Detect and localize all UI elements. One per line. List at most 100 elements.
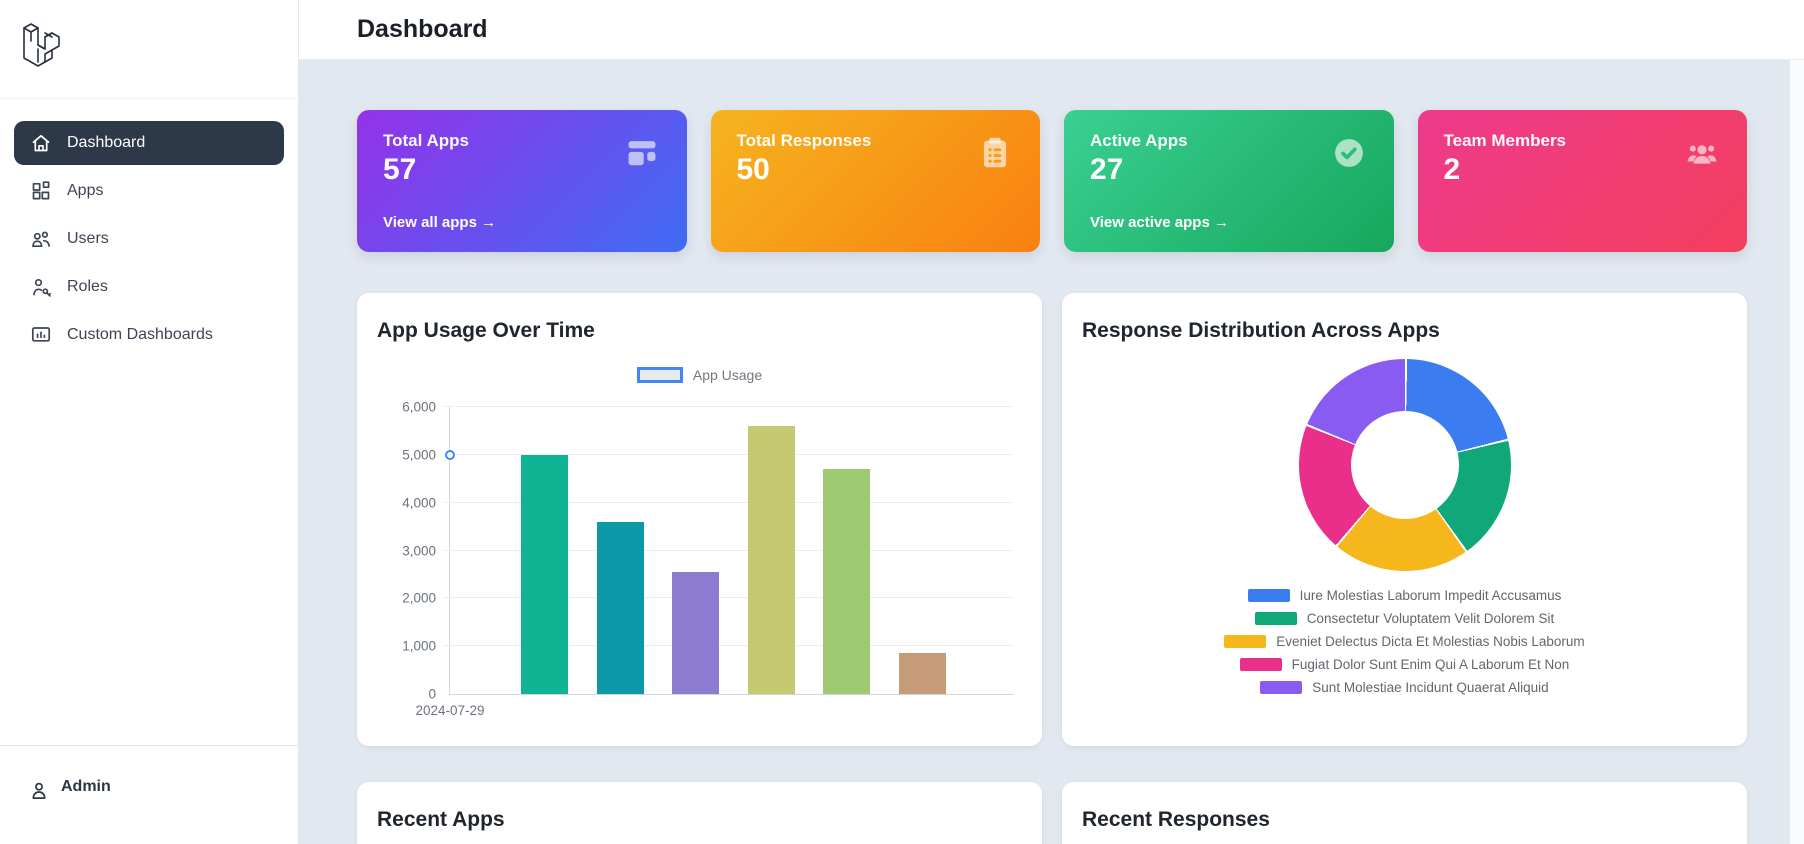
stat-link[interactable]: View active apps → <box>1090 214 1229 231</box>
recent-responses-card: Recent Responses <box>1062 782 1747 844</box>
clipboard-icon <box>976 134 1014 172</box>
stat-value: 57 <box>383 153 417 186</box>
bar-5[interactable] <box>823 469 871 694</box>
charts-row: App Usage Over Time App Usage 0 1,000 2,00… <box>357 293 1747 746</box>
bar-chart-plot: 0 1,000 2,000 3,000 4,000 5,000 6,000 2024-07-2… <box>402 400 1014 718</box>
sidebar-item-label: Users <box>67 230 109 247</box>
legend-swatch <box>1247 589 1290 602</box>
distribution-card: Response Distribution Across Apps Iure M… <box>1062 293 1747 746</box>
team-icon <box>1683 134 1721 172</box>
gridline <box>444 549 1014 551</box>
sidebar-item-users[interactable]: Users <box>14 217 284 261</box>
app-usage-point[interactable] <box>445 449 455 460</box>
bar-3[interactable] <box>672 572 720 694</box>
y-axis-tick: 6,000 <box>402 399 436 415</box>
bar-chart: 0 1,000 2,000 3,000 4,000 5,000 6,000 2024-07-2… <box>377 391 1022 721</box>
stat-title: Total Apps <box>383 131 469 150</box>
donut-legend-item-5[interactable]: Sunt Molestiae Incidunt Quaerat Aliquid <box>1260 680 1549 695</box>
sidebar-item-label: Apps <box>67 182 104 199</box>
sidebar-item-roles[interactable]: Roles <box>14 265 284 309</box>
stat-title: Total Responses <box>736 131 872 150</box>
recent-apps-card: Recent Apps <box>357 782 1042 844</box>
stat-link[interactable]: View all apps → <box>383 214 497 231</box>
apps-grid-icon <box>623 134 661 172</box>
x-axis-tick: 2024-07-29 <box>415 703 485 718</box>
distribution-title: Response Distribution Across Apps <box>1082 319 1440 342</box>
legend-swatch <box>1260 681 1303 694</box>
user-icon <box>27 778 51 802</box>
donut-hole <box>1350 411 1459 519</box>
apps-icon <box>29 179 53 203</box>
gridline <box>444 597 1014 599</box>
custom-dashboards-icon <box>29 323 53 347</box>
stat-title: Active Apps <box>1090 131 1188 150</box>
stat-card-total-responses: Total Responses 50 <box>710 110 1040 252</box>
content: Total Apps 57 View all apps → Total Respons… <box>299 60 1804 844</box>
sidebar-nav: Dashboard Apps Users Roles Custom Dashboards <box>0 99 298 361</box>
stat-title: Team Members <box>1443 131 1567 150</box>
stat-card-row: Total Apps 57 View all apps → Total Respons… <box>357 110 1747 252</box>
gridline <box>444 453 1014 455</box>
legend-label: App Usage <box>692 367 763 383</box>
donut-chart <box>1082 359 1727 571</box>
donut-legend-item-1[interactable]: Iure Molestias Laborum Impedit Accusamus <box>1247 588 1562 603</box>
legend-label: Iure Molestias Laborum Impedit Accusamus <box>1299 588 1562 603</box>
bar-2[interactable] <box>596 521 644 694</box>
sidebar-admin[interactable]: Admin <box>0 745 298 844</box>
home-icon <box>29 131 53 155</box>
page-header: Dashboard <box>299 0 1804 60</box>
scrollbar[interactable] <box>1790 60 1804 844</box>
donut-legend-item-2[interactable]: Consectetur Voluptatem Velit Dolorem Sit <box>1254 611 1555 626</box>
donut-legend-item-3[interactable]: Eveniet Delectus Dicta Et Molestias Nobi… <box>1224 634 1585 649</box>
legend-label: Sunt Molestiae Incidunt Quaerat Aliquid <box>1312 680 1549 695</box>
bottom-row: Recent Apps Recent Responses <box>357 782 1747 844</box>
bar-6[interactable] <box>899 653 946 694</box>
stat-card-active-apps: Active Apps 27 View active apps → <box>1064 110 1394 252</box>
sidebar-item-label: Custom Dashboards <box>67 326 213 343</box>
app-usage-title: App Usage Over Time <box>377 319 595 342</box>
main-area: Dashboard Total Apps 57 View all apps → Tot… <box>299 0 1804 844</box>
sidebar-item-label: Dashboard <box>67 134 146 151</box>
legend-swatch <box>1254 612 1297 625</box>
stat-value: 27 <box>1090 153 1124 186</box>
y-axis-tick: 4,000 <box>402 495 436 511</box>
y-axis-tick: 2,000 <box>402 590 436 606</box>
donut-ring[interactable] <box>1298 359 1511 571</box>
app-usage-card: App Usage Over Time App Usage 0 1,000 2,00… <box>357 293 1042 746</box>
sidebar: Dashboard Apps Users Roles Custom Dashboards… <box>0 0 299 844</box>
bar-4[interactable] <box>747 426 795 694</box>
gridline <box>444 501 1014 503</box>
y-axis-tick: 1,000 <box>402 638 436 654</box>
sidebar-item-dashboard[interactable]: Dashboard <box>14 121 284 165</box>
sidebar-item-custom-dashboards[interactable]: Custom Dashboards <box>14 313 284 357</box>
legend-swatch <box>1224 635 1267 648</box>
stat-value: 2 <box>1443 153 1461 186</box>
legend-label: Fugiat Dolor Sunt Enim Qui A Laborum Et … <box>1291 657 1570 672</box>
donut-legend-item-4[interactable]: Fugiat Dolor Sunt Enim Qui A Laborum Et … <box>1239 657 1570 672</box>
y-axis-tick: 3,000 <box>402 543 436 558</box>
users-icon <box>29 227 53 251</box>
legend-swatch <box>636 367 683 383</box>
donut-legend: Iure Molestias Laborum Impedit Accusamus… <box>1082 588 1727 695</box>
recent-apps-title: Recent Apps <box>377 808 505 831</box>
y-axis-tick: 0 <box>428 686 436 702</box>
legend-label: Eveniet Delectus Dicta Et Molestias Nobi… <box>1276 634 1585 649</box>
bar-chart-legend[interactable]: App Usage <box>377 367 1022 383</box>
legend-label: Consectetur Voluptatem Velit Dolorem Sit <box>1306 611 1555 626</box>
sidebar-item-label: Roles <box>67 278 108 295</box>
gridline <box>444 645 1014 647</box>
gridline <box>444 406 1014 407</box>
stat-card-team-members: Team Members 2 <box>1417 110 1747 252</box>
legend-swatch <box>1239 658 1282 671</box>
recent-responses-title: Recent Responses <box>1082 808 1270 831</box>
y-axis-tick: 5,000 <box>402 447 436 463</box>
page-title: Dashboard <box>357 15 488 43</box>
roles-icon <box>29 275 53 299</box>
bar-1[interactable] <box>521 454 568 694</box>
sidebar-item-apps[interactable]: Apps <box>14 169 284 213</box>
laravel-logo[interactable] <box>0 0 298 99</box>
admin-label: Admin <box>61 778 111 795</box>
stat-card-total-apps: Total Apps 57 View all apps → <box>357 110 687 252</box>
check-badge-icon <box>1330 134 1368 172</box>
